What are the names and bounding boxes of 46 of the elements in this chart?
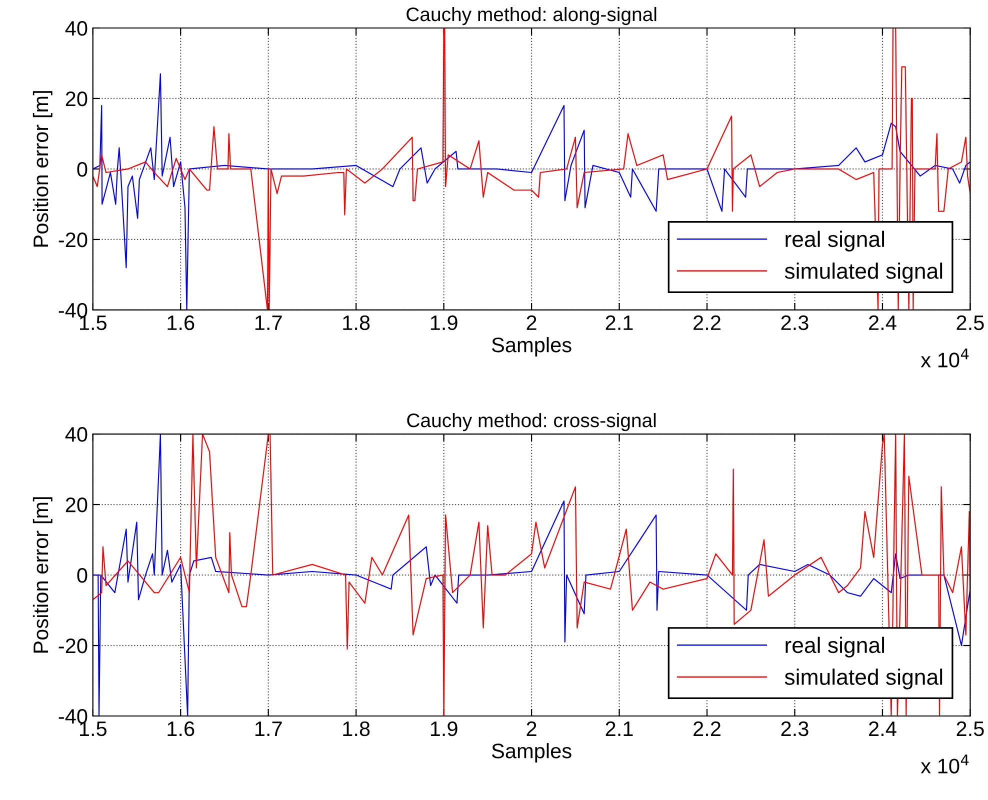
x-tick-label: 2.2 [694,721,720,736]
chart-title: Cauchy method: cross-signal [407,412,656,432]
y-tick-label: 20 [66,91,88,106]
y-tick-label: 0 [77,162,88,177]
line-series [92,434,970,716]
x-axis-title: Samples [492,743,572,762]
y-axis-title: Position error [m] [32,497,52,653]
y-tick-label: 40 [65,21,88,36]
y-tick-label: -40 [58,709,88,724]
x-tick-label: 2 [526,721,536,736]
text: x 10$^{4}$ [920,754,969,774]
x-tick-label: 1.6 [168,315,194,330]
line-series [92,28,970,310]
legend-label: simulated signal [784,262,942,284]
y-axis-title: Position error [m] [32,91,52,247]
y-tick-label: 40 [65,427,88,442]
x-tick-label: 1.8 [343,315,370,330]
x-tick-label: 1.6 [168,721,194,736]
x-tick-label: 1.8 [343,721,370,736]
x-tick-label: 1.9 [430,315,458,330]
x-tick-label: 2.2 [694,315,720,330]
y-tick-label: -20 [58,232,88,248]
x-tick-label: 1.7 [255,722,282,736]
x-tick-label: 2.3 [781,721,808,736]
x-tick-label: 2.1 [606,721,633,736]
x-tick-label: 2.5 [956,721,984,736]
y-tick-label: 20 [66,498,88,512]
legend-label: simulated signal [784,668,942,690]
x-tick-label: 1.5 [80,722,106,736]
x-tick-label: 2.3 [781,315,808,330]
legend-label: real signal [786,230,884,252]
x-tick-label: 2 [526,315,536,330]
x-tick-label: 1.5 [80,316,106,330]
x-tick-label: 2.5 [956,315,984,330]
x-tick-label: 1.7 [255,316,282,330]
x-axis-title: Samples [492,337,572,356]
chart-title: Cauchy method: along-signal [406,6,656,26]
y-tick-label: -40 [58,302,88,318]
x-tick-label: 1.9 [430,721,458,736]
y-tick-label: 0 [77,568,88,583]
legend-label: real signal [786,636,884,658]
x-tick-label: 2.4 [869,721,896,736]
x-tick-label: 2.1 [606,315,633,330]
text: x 10$^{4}$ [920,348,969,368]
x-tick-label: 2.4 [869,315,896,330]
y-tick-label: -20 [58,638,88,654]
